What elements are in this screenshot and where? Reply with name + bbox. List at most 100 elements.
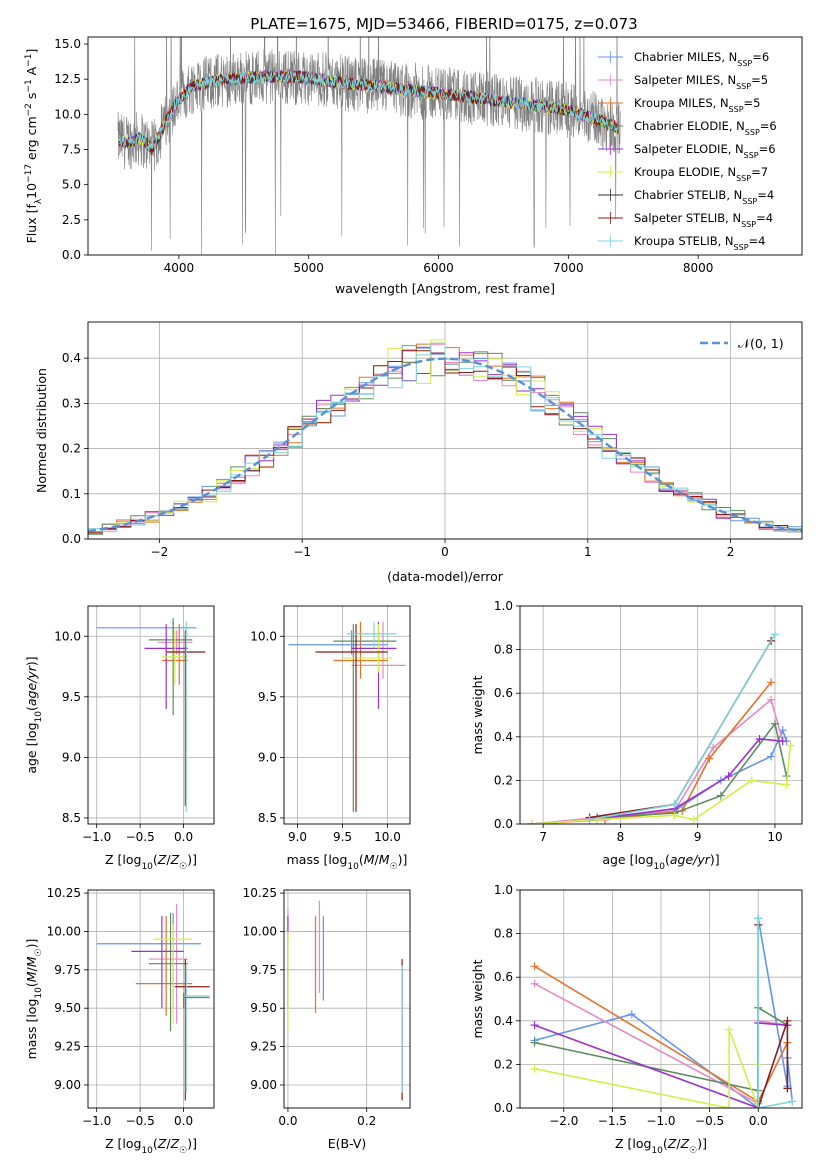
x-tick-label: 10 [767, 830, 782, 844]
weight-marker [670, 800, 679, 809]
legend-label-text: Salpeter STELIB, N [634, 211, 741, 225]
x-tick-label: 0.0 [174, 830, 193, 844]
weight-line-1 [531, 698, 784, 824]
label-part: ( [153, 852, 158, 867]
plot-area [88, 606, 214, 824]
panel-mass_vs_Z: −1.0 −0.5 0.0 9.00 9.25 9.50 9.75 10.00 10.25 Z [… [24, 886, 215, 1156]
errorbar-point-2 [135, 916, 193, 1016]
y-axis-label: mass [log10(M/M☉)] [24, 939, 44, 1060]
panel-massweight_vs_Z: −2.0 −1.5 −1.0 −0.5 0.0 0.0 0.2 0.4 0.6 0.8 1.0 Z [… [470, 883, 803, 1156]
weight-marker [705, 754, 714, 763]
y-tick-label: 10.25 [243, 886, 277, 900]
x-tick-label: −0.5 [695, 1114, 724, 1128]
y-axis-label: mass weight [470, 959, 485, 1038]
weight-marker [670, 811, 679, 820]
y-tick-label: 0.4 [494, 730, 513, 744]
panel-spectrum: 4000 5000 6000 7000 8000 0.0 2.5 5.0 7.5 10.0 12.5… [24, 36, 803, 296]
weight-marker [782, 780, 791, 789]
label-part: −1 [24, 54, 34, 67]
axes-frame [283, 889, 411, 1109]
errorbar-point-4 [144, 624, 188, 709]
label-part: Flux [f [24, 204, 39, 244]
y-tick-label: 7.5 [62, 143, 81, 157]
axes: −1.0 −0.5 0.0 9.00 9.25 9.50 9.75 10.00 10.25 [47, 886, 215, 1128]
legend-label-text: Chabrier STELIB, N [634, 188, 742, 202]
x-tick-label: 0.0 [749, 1114, 768, 1128]
legend-label-text: Chabrier ELODIE, N [634, 119, 745, 133]
legend-label: Salpeter MILES, NSSP=5 [634, 73, 768, 91]
label-part: ( [665, 852, 670, 867]
y-tick-label: 0.1 [62, 487, 81, 501]
legend-label-text: Kroupa ELODIE, N [634, 165, 736, 179]
data-layer [117, 37, 621, 255]
y-tick-label: 10.0 [54, 107, 81, 121]
label-part: M [24, 971, 39, 982]
weight-marker [770, 719, 779, 728]
data-layer [88, 339, 802, 535]
legend-label-text: Salpeter MILES, N [634, 73, 736, 87]
weight-marker [716, 791, 725, 800]
legend-label-text: Salpeter ELODIE, N [634, 142, 744, 156]
y-tick-label: 9.00 [250, 1078, 277, 1092]
label-part: ( [663, 1136, 668, 1151]
weight-marker [725, 1025, 734, 1034]
label-part: )] [24, 939, 39, 949]
legend-label-sub: SSP [734, 243, 749, 252]
legend-label-text: Kroupa STELIB, N [634, 234, 734, 248]
legend-label: 𝒩(0, 1) [738, 336, 784, 351]
label-part: Z [170, 852, 180, 867]
errorbar-point-6 [315, 624, 388, 812]
errorbar-point-8 [182, 992, 210, 1009]
label-part: )] [187, 1136, 197, 1151]
weight-marker [767, 752, 776, 761]
y-tick-label: 0.4 [494, 1014, 513, 1028]
x-axis-label: Z [log10(Z/Z☉)] [615, 1136, 707, 1156]
axes: −1.0 −0.5 0.0 8.5 9.0 9.5 10.0 [54, 605, 215, 844]
label-part: )] [187, 852, 197, 867]
legend-label-sub: SSP [742, 197, 757, 206]
label-part: 10 [24, 183, 39, 199]
label-part: ☉ [179, 862, 187, 872]
label-part: 10 [654, 862, 666, 872]
label-part: A [24, 66, 39, 79]
y-tick-label: 10.0 [54, 629, 81, 643]
y-tick-label: 10.25 [47, 886, 81, 900]
y-tick-label: 1.0 [494, 883, 513, 897]
legend-label-suffix: =4 [757, 188, 774, 202]
label-part: ( [359, 852, 364, 867]
label-part: Z [log [105, 852, 141, 867]
normal-curve [88, 357, 802, 533]
x-tick-label: 8000 [683, 261, 714, 275]
spectrum-data-line [117, 37, 621, 255]
y-tick-label: 0.3 [62, 396, 81, 410]
label-part: −1 [24, 79, 34, 92]
errorbar-point-6 [174, 959, 210, 1101]
label-part: ☉ [34, 948, 44, 956]
label-part: −17 [24, 164, 34, 183]
x-tick-label: 0 [441, 545, 449, 559]
legend-label: Salpeter STELIB, NSSP=4 [634, 211, 773, 229]
x-tick-label: −1.0 [646, 1114, 675, 1128]
y-tick-label: 8.5 [62, 811, 81, 825]
x-tick-label: 7000 [553, 261, 584, 275]
x-tick-label: −1.0 [82, 830, 111, 844]
legend-label-sub: SSP [744, 151, 759, 160]
axes-frame [87, 321, 803, 540]
weight-marker [786, 741, 795, 750]
label-part: Z [log [105, 1136, 141, 1151]
figure-title: PLATE=1675, MJD=53466, FIBERID=0175, z=0… [250, 15, 637, 33]
label-part: )] [697, 1136, 707, 1151]
legend-label: Salpeter ELODIE, NSSP=6 [634, 142, 776, 160]
weight-marker [585, 815, 594, 824]
label-part: 10 [141, 1146, 153, 1156]
label-part: / [166, 1136, 171, 1151]
y-tick-label: 12.5 [54, 72, 81, 86]
label-part: Z [680, 1136, 690, 1151]
x-tick-label: −2.0 [549, 1114, 578, 1128]
label-part: Z [157, 1136, 167, 1151]
x-axis-label: mass [log10(M/M☉)] [287, 852, 408, 872]
weight-marker [530, 979, 539, 988]
legend-label-suffix: =5 [744, 96, 761, 110]
